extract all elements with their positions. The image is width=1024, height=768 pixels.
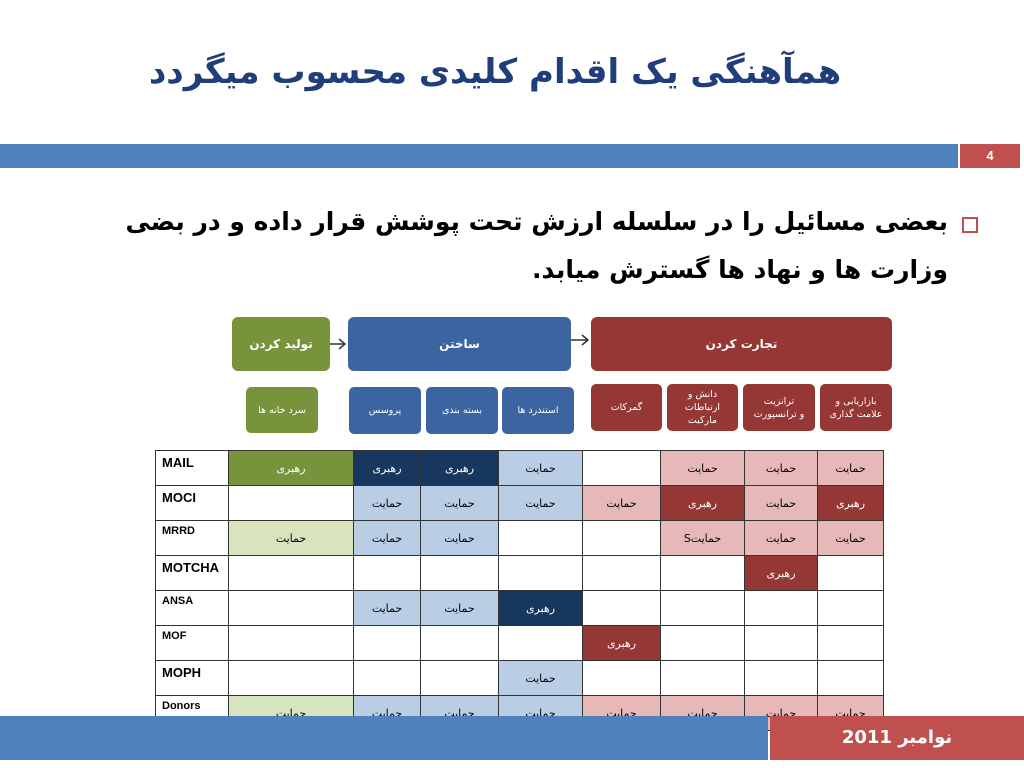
- bullet-square-icon: [962, 217, 978, 233]
- matrix-cell: [817, 625, 884, 661]
- responsibility-matrix: MAIL رهبری رهبری رهبری حمایت حمایت حمایت…: [155, 450, 884, 731]
- matrix-cell: حمایت: [498, 660, 583, 696]
- org-name: MOTCHA: [155, 555, 229, 591]
- table-row: MOPH حمایت: [155, 660, 884, 696]
- sub-marketing: بازاریابی و علامت گذاری: [820, 384, 892, 431]
- org-name: ANSA: [155, 590, 229, 626]
- matrix-cell: رهبری: [420, 450, 499, 486]
- matrix-cell: [420, 625, 499, 661]
- arrow-right-icon: [330, 338, 347, 350]
- sub-cold-storage: سرد خانه ها: [246, 387, 318, 433]
- matrix-cell: [817, 660, 884, 696]
- matrix-cell: [353, 555, 421, 591]
- org-name: MAIL: [155, 450, 229, 486]
- matrix-cell: رهبری: [817, 485, 884, 521]
- matrix-cell: [353, 625, 421, 661]
- matrix-cell: حمایت: [744, 450, 818, 486]
- org-name: MOCI: [155, 485, 229, 521]
- matrix-cell: [498, 520, 583, 556]
- matrix-cell: رهبری: [660, 485, 745, 521]
- table-row: MOTCHA رهبری: [155, 555, 884, 591]
- sub-packaging: بسته بندی: [426, 387, 498, 434]
- matrix-cell: حمایت: [744, 520, 818, 556]
- slide-number: 4: [960, 144, 1020, 168]
- matrix-cell: حمایت: [744, 485, 818, 521]
- matrix-cell: [353, 660, 421, 696]
- stage-build: ساختن: [348, 317, 571, 371]
- matrix-cell: حمایت: [498, 450, 583, 486]
- org-name: MRRD: [155, 520, 229, 556]
- matrix-cell: رهبری: [498, 590, 583, 626]
- matrix-cell: [582, 660, 661, 696]
- matrix-cell: حمایت: [817, 450, 884, 486]
- matrix-cell: [228, 590, 354, 626]
- matrix-cell: حمایت: [420, 520, 499, 556]
- sub-customs: گمرکات: [591, 384, 662, 431]
- matrix-cell: [582, 555, 661, 591]
- matrix-cell: حمایت: [817, 520, 884, 556]
- matrix-cell: [420, 555, 499, 591]
- org-name: MOPH: [155, 660, 229, 696]
- matrix-cell: حمایت: [420, 590, 499, 626]
- matrix-cell: حمایت: [353, 485, 421, 521]
- matrix-cell: [228, 485, 354, 521]
- table-row: MAIL رهبری رهبری رهبری حمایت حمایت حمایت…: [155, 450, 884, 486]
- table-row: MOF رهبری: [155, 625, 884, 661]
- matrix-cell: [498, 625, 583, 661]
- matrix-cell: [817, 555, 884, 591]
- matrix-cell: [228, 625, 354, 661]
- matrix-cell: [744, 660, 818, 696]
- footer-date: نوامبر 2011: [770, 716, 1024, 760]
- matrix-cell: [498, 555, 583, 591]
- matrix-cell: [660, 590, 745, 626]
- matrix-cell: رهبری: [228, 450, 354, 486]
- sub-process: پروسس: [349, 387, 421, 434]
- matrix-cell: رهبری: [744, 555, 818, 591]
- table-row: MOCI حمایت حمایت حمایت حمایت رهبری حمایت…: [155, 485, 884, 521]
- slide-title: همآهنگی یک اقدام کلیدی محسوب میگردد: [148, 52, 842, 92]
- matrix-cell: [582, 590, 661, 626]
- matrix-cell: [228, 660, 354, 696]
- matrix-cell: حمایت: [228, 520, 354, 556]
- matrix-cell: [744, 625, 818, 661]
- arrow-right-icon: [571, 334, 590, 346]
- matrix-cell: [660, 555, 745, 591]
- matrix-cell: حمایت: [498, 485, 583, 521]
- matrix-cell: حمایت: [353, 520, 421, 556]
- stage-trade: تجارت کردن: [591, 317, 892, 371]
- table-row: MRRD حمایت حمایت حمایت حمایتS حمایت حمای…: [155, 520, 884, 556]
- header-bar: [0, 144, 958, 168]
- matrix-cell: [660, 660, 745, 696]
- org-name: MOF: [155, 625, 229, 661]
- matrix-cell: حمایتS: [660, 520, 745, 556]
- sub-transit: ترانزیت و ترانسپورت: [743, 384, 815, 431]
- matrix-cell: [744, 590, 818, 626]
- matrix-cell: [228, 555, 354, 591]
- matrix-cell: حمایت: [353, 590, 421, 626]
- table-row: ANSA حمایت حمایت رهبری: [155, 590, 884, 626]
- matrix-cell: [660, 625, 745, 661]
- matrix-cell: [420, 660, 499, 696]
- matrix-cell: [582, 450, 661, 486]
- matrix-cell: [817, 590, 884, 626]
- matrix-cell: حمایت: [420, 485, 499, 521]
- matrix-cell: [582, 520, 661, 556]
- matrix-cell: حمایت: [582, 485, 661, 521]
- matrix-cell: رهبری: [582, 625, 661, 661]
- matrix-cell: حمایت: [660, 450, 745, 486]
- bullet-text: بعضی مسائیل را در سلسله ارزش تحت پوشش قر…: [125, 207, 948, 284]
- footer-bar: [0, 716, 768, 760]
- sub-standards: استندرد ها: [502, 387, 574, 434]
- stage-produce: تولید کردن: [232, 317, 330, 371]
- matrix-cell: رهبری: [353, 450, 421, 486]
- sub-market-info: دانش و ارتباطات مارکیت: [667, 384, 738, 431]
